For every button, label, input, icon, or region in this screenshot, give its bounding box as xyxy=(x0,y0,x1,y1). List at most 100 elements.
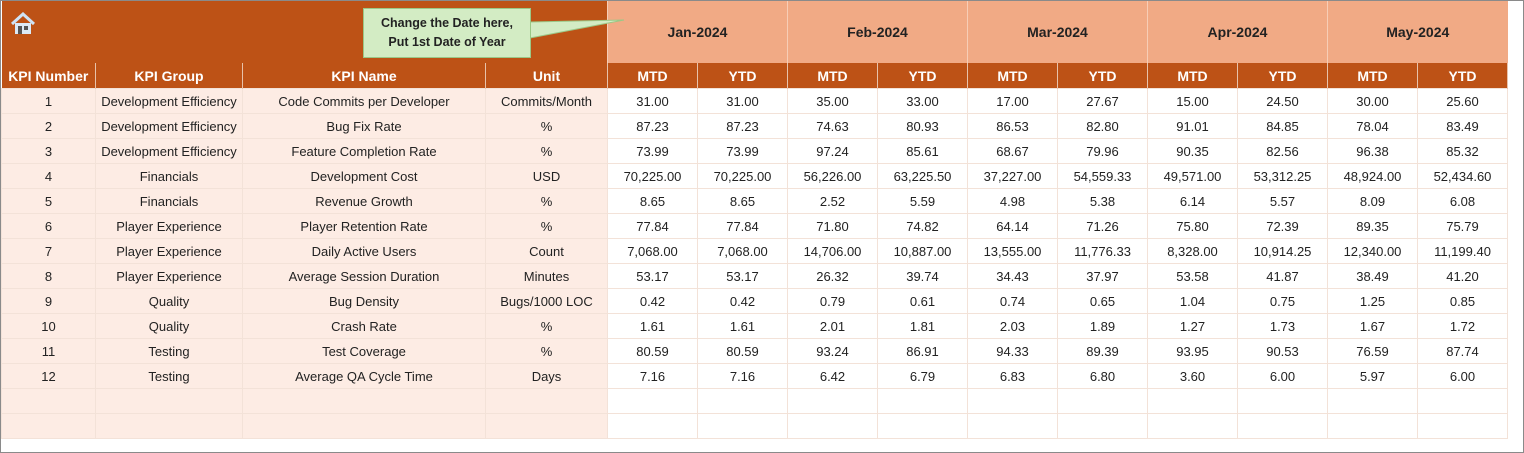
cell-unit[interactable]: % xyxy=(485,138,608,164)
cell-ytd[interactable]: 10,914.25 xyxy=(1237,238,1328,264)
cell-mtd[interactable]: 17.00 xyxy=(967,88,1058,114)
cell-kpi-number[interactable]: 1 xyxy=(1,88,96,114)
cell-unit[interactable]: % xyxy=(485,213,608,239)
cell-mtd[interactable]: 35.00 xyxy=(787,88,878,114)
cell-mtd[interactable]: 68.67 xyxy=(967,138,1058,164)
cell-ytd[interactable]: 1.81 xyxy=(877,313,968,339)
cell-ytd[interactable]: 41.87 xyxy=(1237,263,1328,289)
cell-unit[interactable]: Commits/Month xyxy=(485,88,608,114)
cell-kpi-number[interactable]: 6 xyxy=(1,213,96,239)
cell-kpi-name[interactable]: Bug Density xyxy=(242,288,486,314)
cell-mtd[interactable]: 53.17 xyxy=(607,263,698,289)
cell-kpi-name[interactable]: Daily Active Users xyxy=(242,238,486,264)
cell-mtd[interactable]: 7,068.00 xyxy=(607,238,698,264)
cell-ytd[interactable]: 80.93 xyxy=(877,113,968,139)
empty-cell[interactable] xyxy=(1,388,96,414)
cell-ytd[interactable]: 90.53 xyxy=(1237,338,1328,364)
cell-ytd[interactable]: 70,225.00 xyxy=(697,163,788,189)
cell-ytd[interactable]: 73.99 xyxy=(697,138,788,164)
cell-ytd[interactable]: 75.79 xyxy=(1417,213,1508,239)
cell-mtd[interactable]: 1.67 xyxy=(1327,313,1418,339)
cell-ytd[interactable]: 6.00 xyxy=(1417,363,1508,389)
cell-unit[interactable]: % xyxy=(485,113,608,139)
month-header[interactable]: Apr-2024 xyxy=(1147,1,1328,63)
cell-mtd[interactable]: 91.01 xyxy=(1147,113,1238,139)
cell-mtd[interactable]: 94.33 xyxy=(967,338,1058,364)
cell-ytd[interactable]: 71.26 xyxy=(1057,213,1148,239)
cell-ytd[interactable]: 11,776.33 xyxy=(1057,238,1148,264)
cell-mtd[interactable]: 2.52 xyxy=(787,188,878,214)
home-icon[interactable] xyxy=(10,11,36,41)
cell-ytd[interactable]: 82.80 xyxy=(1057,113,1148,139)
cell-mtd[interactable]: 37,227.00 xyxy=(967,163,1058,189)
cell-ytd[interactable]: 85.32 xyxy=(1417,138,1508,164)
cell-ytd[interactable]: 74.82 xyxy=(877,213,968,239)
cell-mtd[interactable]: 5.97 xyxy=(1327,363,1418,389)
cell-mtd[interactable]: 76.59 xyxy=(1327,338,1418,364)
cell-mtd[interactable]: 0.42 xyxy=(607,288,698,314)
cell-mtd[interactable]: 7.16 xyxy=(607,363,698,389)
cell-mtd[interactable]: 14,706.00 xyxy=(787,238,878,264)
cell-kpi-group[interactable]: Development Efficiency xyxy=(95,88,243,114)
cell-mtd[interactable]: 15.00 xyxy=(1147,88,1238,114)
cell-kpi-number[interactable]: 2 xyxy=(1,113,96,139)
cell-mtd[interactable]: 73.99 xyxy=(607,138,698,164)
cell-ytd[interactable]: 31.00 xyxy=(697,88,788,114)
cell-mtd[interactable]: 8.09 xyxy=(1327,188,1418,214)
cell-ytd[interactable]: 6.00 xyxy=(1237,363,1328,389)
empty-cell[interactable] xyxy=(697,413,788,439)
cell-ytd[interactable]: 5.38 xyxy=(1057,188,1148,214)
empty-cell[interactable] xyxy=(787,413,878,439)
cell-mtd[interactable]: 77.84 xyxy=(607,213,698,239)
cell-mtd[interactable]: 1.04 xyxy=(1147,288,1238,314)
cell-mtd[interactable]: 75.80 xyxy=(1147,213,1238,239)
cell-kpi-name[interactable]: Test Coverage xyxy=(242,338,486,364)
cell-mtd[interactable]: 8.65 xyxy=(607,188,698,214)
cell-kpi-number[interactable]: 8 xyxy=(1,263,96,289)
cell-ytd[interactable]: 0.42 xyxy=(697,288,788,314)
cell-mtd[interactable]: 30.00 xyxy=(1327,88,1418,114)
cell-mtd[interactable]: 56,226.00 xyxy=(787,163,878,189)
cell-ytd[interactable]: 87.23 xyxy=(697,113,788,139)
cell-ytd[interactable]: 54,559.33 xyxy=(1057,163,1148,189)
cell-kpi-number[interactable]: 3 xyxy=(1,138,96,164)
cell-unit[interactable]: Bugs/1000 LOC xyxy=(485,288,608,314)
cell-mtd[interactable]: 49,571.00 xyxy=(1147,163,1238,189)
cell-ytd[interactable]: 86.91 xyxy=(877,338,968,364)
cell-ytd[interactable]: 8.65 xyxy=(697,188,788,214)
cell-ytd[interactable]: 1.61 xyxy=(697,313,788,339)
cell-ytd[interactable]: 79.96 xyxy=(1057,138,1148,164)
cell-ytd[interactable]: 82.56 xyxy=(1237,138,1328,164)
empty-cell[interactable] xyxy=(607,413,698,439)
empty-cell[interactable] xyxy=(242,388,486,414)
cell-mtd[interactable]: 97.24 xyxy=(787,138,878,164)
empty-cell[interactable] xyxy=(967,388,1058,414)
empty-cell[interactable] xyxy=(877,388,968,414)
cell-mtd[interactable]: 93.24 xyxy=(787,338,878,364)
cell-ytd[interactable]: 5.59 xyxy=(877,188,968,214)
cell-mtd[interactable]: 86.53 xyxy=(967,113,1058,139)
empty-cell[interactable] xyxy=(607,388,698,414)
cell-ytd[interactable]: 27.67 xyxy=(1057,88,1148,114)
cell-kpi-name[interactable]: Player Retention Rate xyxy=(242,213,486,239)
cell-unit[interactable]: Count xyxy=(485,238,608,264)
cell-ytd[interactable]: 10,887.00 xyxy=(877,238,968,264)
cell-mtd[interactable]: 71.80 xyxy=(787,213,878,239)
cell-kpi-group[interactable]: Development Efficiency xyxy=(95,113,243,139)
cell-mtd[interactable]: 3.60 xyxy=(1147,363,1238,389)
cell-mtd[interactable]: 0.79 xyxy=(787,288,878,314)
cell-ytd[interactable]: 25.60 xyxy=(1417,88,1508,114)
empty-cell[interactable] xyxy=(1237,388,1328,414)
cell-unit[interactable]: Days xyxy=(485,363,608,389)
empty-cell[interactable] xyxy=(1147,388,1238,414)
empty-cell[interactable] xyxy=(1057,388,1148,414)
empty-cell[interactable] xyxy=(485,413,608,439)
cell-ytd[interactable]: 0.61 xyxy=(877,288,968,314)
month-header[interactable]: Jan-2024 xyxy=(607,1,788,63)
cell-mtd[interactable]: 48,924.00 xyxy=(1327,163,1418,189)
cell-mtd[interactable]: 80.59 xyxy=(607,338,698,364)
cell-unit[interactable]: USD xyxy=(485,163,608,189)
cell-ytd[interactable]: 77.84 xyxy=(697,213,788,239)
cell-kpi-group[interactable]: Player Experience xyxy=(95,213,243,239)
empty-cell[interactable] xyxy=(485,388,608,414)
